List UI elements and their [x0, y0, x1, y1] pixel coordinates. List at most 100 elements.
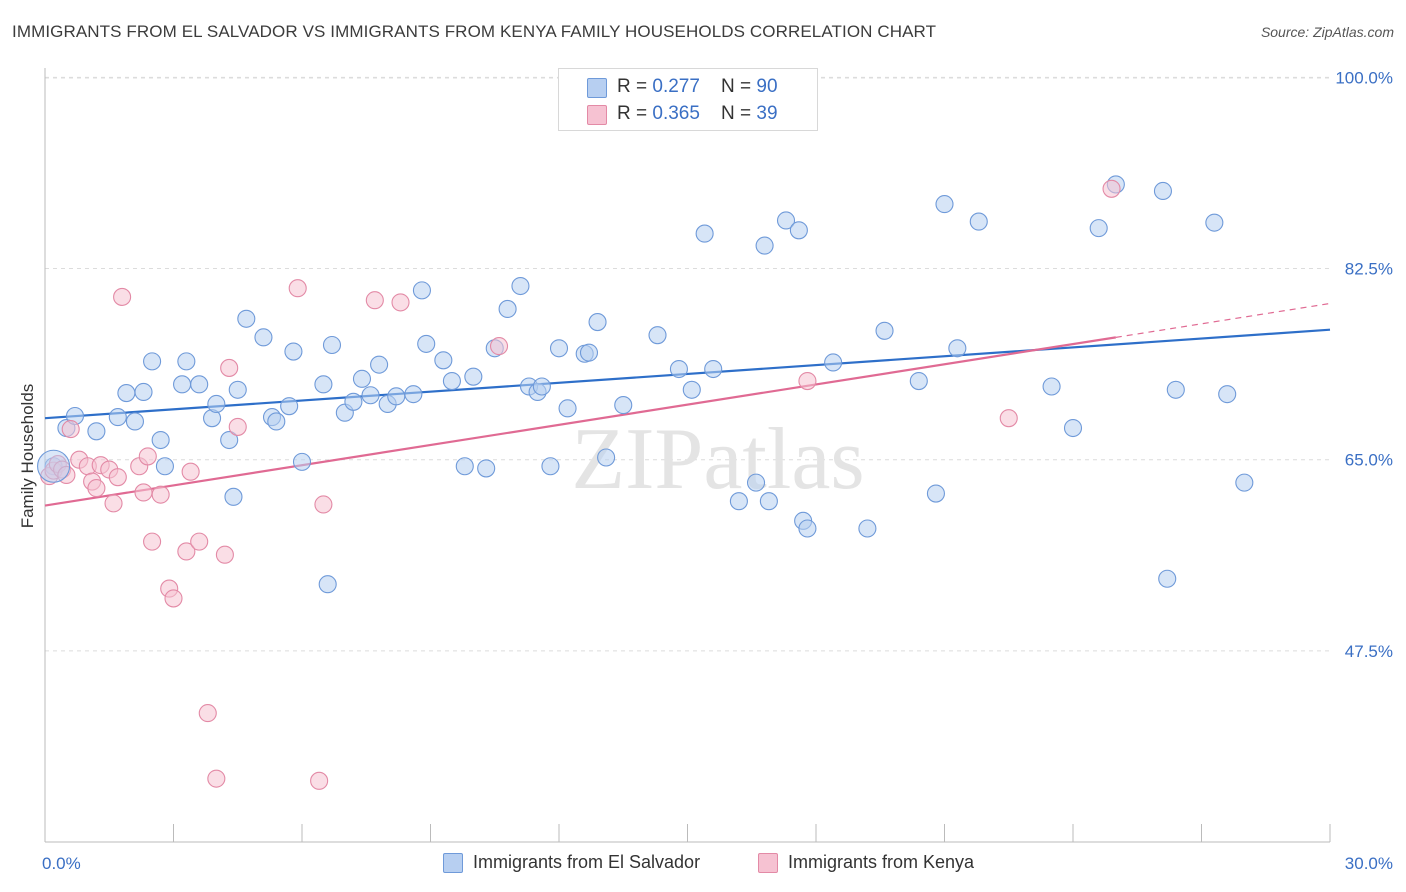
point-el-salvador	[224, 487, 243, 506]
point-el-salvador	[729, 492, 748, 511]
point-el-salvador	[755, 236, 774, 255]
point-kenya	[177, 542, 196, 561]
x-tick-label-min: 0.0%	[42, 854, 81, 873]
point-el-salvador	[824, 353, 843, 372]
point-el-salvador	[926, 484, 945, 503]
point-el-salvador	[173, 375, 192, 394]
y-tick-label: 82.5%	[1345, 260, 1393, 279]
y-axis-label: Family Households	[18, 384, 37, 529]
legend-n-label: N =	[721, 76, 757, 97]
legend-n-label: N =	[721, 103, 757, 124]
bottom-legend-label: Immigrants from Kenya	[788, 852, 975, 872]
point-kenya	[999, 409, 1018, 428]
point-el-salvador	[669, 359, 688, 379]
point-el-salvador	[1089, 219, 1108, 238]
point-el-salvador	[1235, 473, 1254, 492]
point-el-salvador	[579, 343, 599, 362]
bottom-legend-swatch-blue	[443, 852, 463, 873]
point-el-salvador-cluster	[37, 449, 71, 483]
y-tick-label: 100.0%	[1335, 68, 1393, 87]
point-kenya	[151, 485, 170, 504]
trend-line-kenya	[44, 336, 1117, 507]
bottom-legend-el-salvador: Immigrants from El Salvador	[443, 852, 700, 873]
gridlines	[45, 76, 1330, 652]
point-kenya	[104, 494, 123, 513]
point-el-salvador	[108, 408, 127, 427]
point-el-salvador	[254, 328, 273, 347]
point-el-salvador	[292, 452, 312, 471]
point-kenya	[314, 495, 333, 514]
point-el-salvador	[588, 313, 607, 332]
legend-r-value: 0.365	[652, 103, 700, 124]
point-el-salvador	[442, 371, 461, 391]
bottom-legend-kenya: Immigrants from Kenya	[758, 852, 974, 873]
point-el-salvador	[87, 422, 106, 441]
point-el-salvador	[498, 299, 517, 319]
point-el-salvador	[322, 335, 342, 355]
point-el-salvador	[155, 457, 174, 476]
point-el-salvador	[648, 326, 667, 345]
chart-title: IMMIGRANTS FROM EL SALVADOR VS IMMIGRANT…	[12, 22, 937, 41]
point-kenya	[113, 287, 132, 306]
point-el-salvador	[177, 352, 196, 371]
point-el-salvador	[1205, 213, 1224, 232]
point-kenya	[198, 704, 217, 723]
x-tick-labels: 0.0% 30.0%	[42, 854, 1393, 873]
point-kenya	[288, 279, 307, 298]
point-el-salvador	[125, 412, 144, 431]
point-el-salvador	[143, 352, 162, 371]
point-el-salvador	[969, 212, 988, 231]
point-kenya	[61, 420, 80, 439]
point-el-salvador	[1063, 418, 1083, 438]
bottom-legend-swatch-pink	[758, 852, 778, 873]
trend-line-el-salvador	[44, 328, 1331, 420]
point-el-salvador	[541, 457, 560, 476]
point-kenya	[310, 771, 329, 790]
point-el-salvador	[935, 195, 954, 214]
point-el-salvador	[190, 375, 209, 394]
point-el-salvador	[134, 382, 153, 402]
point-kenya	[391, 293, 410, 312]
point-el-salvador	[477, 459, 496, 478]
point-el-salvador	[1166, 380, 1185, 399]
point-kenya	[164, 589, 183, 608]
point-el-salvador	[746, 473, 766, 492]
point-el-salvador	[151, 430, 170, 450]
point-el-salvador	[220, 430, 239, 450]
point-kenya	[87, 479, 106, 498]
point-el-salvador	[789, 221, 808, 240]
point-kenya	[798, 371, 817, 391]
legend-r-value: 0.277	[652, 76, 700, 97]
point-el-salvador	[948, 339, 967, 358]
point-el-salvador	[387, 387, 406, 406]
x-tick-label-max: 30.0%	[1345, 854, 1393, 873]
legend-row-el-salvador: R = 0.277 N = 90	[587, 76, 778, 98]
point-el-salvador	[704, 359, 723, 379]
point-el-salvador	[361, 386, 380, 405]
legend-n-value: 90	[756, 76, 778, 97]
point-el-salvador	[314, 375, 333, 394]
point-el-salvador	[284, 342, 303, 361]
point-el-salvador	[532, 377, 551, 396]
point-el-salvador	[455, 457, 474, 476]
legend: R = 0.277 N = 90 R = 0.365 N = 39	[558, 68, 818, 131]
point-el-salvador	[434, 351, 453, 370]
point-el-salvador	[909, 371, 928, 391]
point-el-salvador	[1158, 569, 1177, 588]
point-el-salvador	[776, 211, 796, 230]
point-el-salvador	[404, 385, 423, 404]
point-el-salvador	[1042, 377, 1061, 396]
legend-n-value: 39	[756, 103, 778, 124]
point-el-salvador	[1153, 181, 1172, 201]
point-kenya	[143, 532, 162, 551]
legend-r-label: R =	[617, 103, 653, 124]
point-kenya	[365, 291, 384, 310]
point-kenya	[215, 545, 234, 564]
legend-swatch-blue	[587, 78, 607, 98]
point-el-salvador	[344, 392, 363, 411]
point-el-salvador	[228, 380, 247, 399]
legend-row-kenya: R = 0.365 N = 39	[587, 103, 778, 125]
point-kenya	[138, 447, 157, 466]
point-kenya	[181, 462, 200, 481]
